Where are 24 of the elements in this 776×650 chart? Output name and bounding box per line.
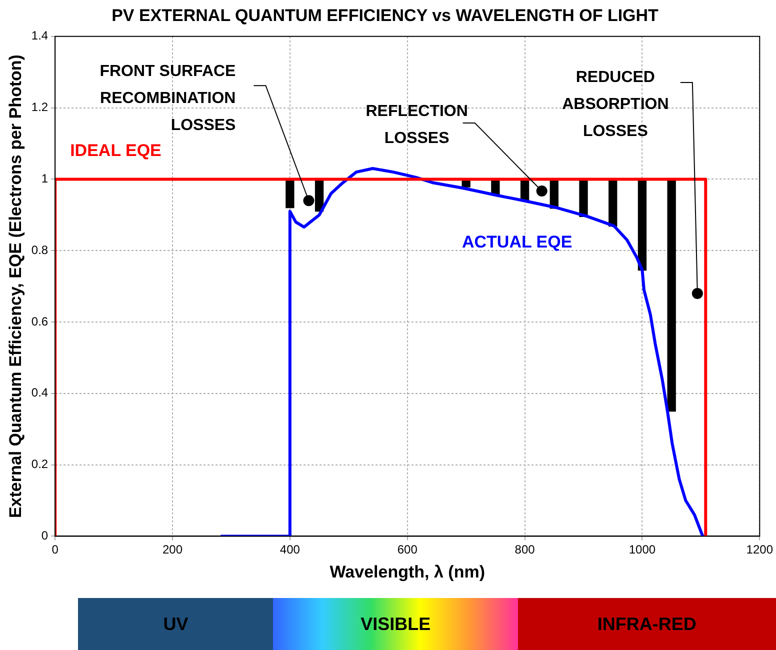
y-tick-label: 0.6: [31, 314, 48, 328]
y-tick-label: 0.4: [31, 386, 48, 400]
y-tick-label: 1.2: [31, 100, 48, 114]
annotation: REFLECTION LOSSES: [366, 102, 468, 147]
y-tick-label: 1: [41, 172, 48, 186]
x-tick-label: 0: [52, 542, 59, 557]
y-tick-label: 0.8: [31, 242, 48, 257]
y-tick-label: 1.4: [31, 28, 48, 43]
y-axis-title: External Quantum Efficiency, EQE (Electrons per Photon): [6, 54, 25, 518]
x-tick-label: 1200: [746, 542, 774, 557]
x-tick-label: 800: [514, 542, 536, 557]
x-tick-label: 200: [162, 542, 183, 557]
y-tick-label: 0: [41, 528, 48, 543]
series-label: IDEAL EQE: [70, 140, 162, 160]
spectrum-strip: UV VISIBLE INFRA-RED: [78, 598, 776, 650]
x-axis-title: Wavelength, λ (nm): [330, 562, 485, 582]
x-tick-label: 1000: [628, 542, 656, 557]
annotation: REDUCED ABSORPTION LOSSES: [562, 68, 669, 140]
annotation: FRONT SURFACE RECOMBINATION LOSSES: [100, 63, 236, 134]
x-tick-label: 600: [397, 542, 418, 557]
series-label: ACTUAL EQE: [462, 232, 572, 252]
chart-title: PV EXTERNAL QUANTUM EFFICIENCY vs WAVELENGTH OF LIGHT: [112, 6, 660, 25]
y-tick-label: 0.2: [31, 457, 48, 472]
x-tick-label: 400: [280, 542, 300, 557]
